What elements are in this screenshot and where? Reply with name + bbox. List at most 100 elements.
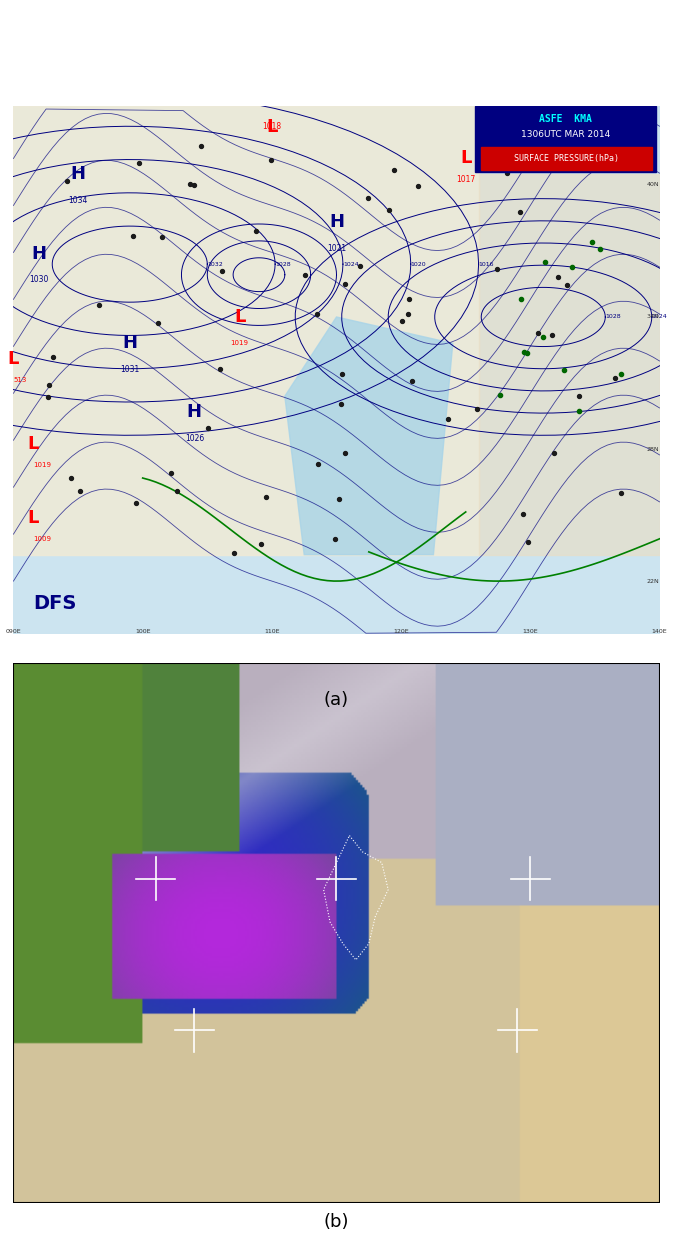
Text: 40N: 40N: [647, 183, 660, 188]
Point: [533, 323, 544, 343]
Text: 1021: 1021: [327, 244, 346, 252]
Text: 1032: 1032: [207, 261, 223, 267]
Point: [553, 267, 563, 287]
Text: 1025: 1025: [623, 145, 640, 150]
Point: [515, 203, 526, 222]
Point: [522, 343, 532, 363]
Point: [133, 153, 144, 173]
Text: L: L: [8, 351, 19, 368]
Point: [152, 313, 163, 333]
Point: [334, 490, 345, 510]
Text: 1019: 1019: [33, 462, 51, 467]
Text: 1028: 1028: [275, 261, 291, 267]
Text: 1034: 1034: [69, 196, 87, 205]
Point: [501, 163, 512, 183]
Point: [228, 542, 239, 562]
Text: SURFACE PRESSURE(hPa): SURFACE PRESSURE(hPa): [514, 154, 619, 163]
Point: [615, 484, 626, 503]
Text: ASFE  KMA: ASFE KMA: [540, 114, 592, 124]
Point: [66, 469, 77, 488]
Point: [312, 305, 322, 324]
Text: 140E: 140E: [651, 629, 668, 634]
Text: DFS: DFS: [33, 594, 76, 613]
Text: 1018: 1018: [262, 122, 281, 132]
Text: 100E: 100E: [135, 629, 151, 634]
Point: [547, 326, 558, 346]
Point: [523, 532, 534, 552]
Point: [610, 368, 621, 388]
Point: [518, 503, 529, 523]
Point: [217, 261, 227, 281]
Text: H: H: [71, 165, 85, 183]
Point: [188, 175, 199, 195]
Point: [94, 296, 104, 316]
Point: [472, 399, 483, 419]
Bar: [479, 174, 660, 554]
Point: [203, 418, 213, 438]
Point: [388, 160, 399, 180]
Text: L: L: [267, 118, 277, 135]
FancyBboxPatch shape: [475, 106, 656, 172]
Text: 1016: 1016: [479, 261, 494, 267]
Point: [336, 364, 347, 384]
Point: [537, 327, 548, 347]
Point: [518, 342, 529, 362]
Point: [339, 444, 350, 464]
Point: [491, 259, 502, 278]
Text: (b): (b): [324, 1213, 349, 1231]
Text: 28N: 28N: [647, 446, 660, 451]
Text: 1019: 1019: [231, 341, 248, 347]
Text: 1028: 1028: [605, 314, 621, 319]
Text: (a): (a): [324, 691, 349, 709]
Point: [504, 135, 515, 155]
Point: [574, 401, 585, 421]
Point: [540, 252, 551, 272]
Point: [562, 275, 573, 295]
Text: H: H: [329, 213, 344, 231]
Point: [75, 481, 85, 501]
Point: [586, 232, 597, 252]
Point: [340, 273, 351, 293]
Point: [404, 290, 415, 310]
Text: H: H: [187, 403, 202, 421]
Point: [548, 444, 559, 464]
Text: 513: 513: [13, 378, 27, 383]
Point: [299, 265, 310, 285]
Point: [261, 487, 272, 507]
Point: [44, 374, 55, 394]
Point: [384, 200, 394, 220]
Point: [312, 454, 323, 474]
Text: L: L: [234, 308, 245, 326]
Text: 1031: 1031: [120, 365, 139, 374]
Text: 110E: 110E: [264, 629, 280, 634]
Text: 130E: 130E: [522, 629, 538, 634]
Text: 1020: 1020: [411, 261, 427, 267]
Bar: [13, 106, 479, 554]
Point: [172, 481, 182, 501]
Point: [166, 464, 176, 484]
Point: [329, 528, 340, 548]
Point: [250, 221, 261, 241]
Point: [157, 227, 168, 247]
Text: 1030: 1030: [30, 276, 49, 285]
Text: 1306UTC MAR 2014: 1306UTC MAR 2014: [521, 131, 610, 139]
Point: [595, 239, 606, 259]
Point: [402, 305, 413, 324]
Point: [128, 226, 139, 246]
Point: [573, 385, 584, 405]
Point: [362, 188, 373, 208]
Point: [443, 409, 454, 429]
Text: 1009: 1009: [33, 536, 51, 542]
Point: [619, 145, 630, 165]
Text: H: H: [32, 245, 47, 262]
Point: [406, 372, 417, 392]
Text: 34N: 34N: [647, 314, 660, 319]
Point: [61, 172, 72, 191]
Point: [255, 534, 266, 554]
Point: [615, 364, 626, 384]
Text: H: H: [122, 334, 137, 352]
Text: L: L: [27, 508, 38, 527]
Text: 120E: 120E: [393, 629, 409, 634]
Text: 090E: 090E: [5, 629, 22, 634]
Text: L: L: [27, 435, 38, 452]
